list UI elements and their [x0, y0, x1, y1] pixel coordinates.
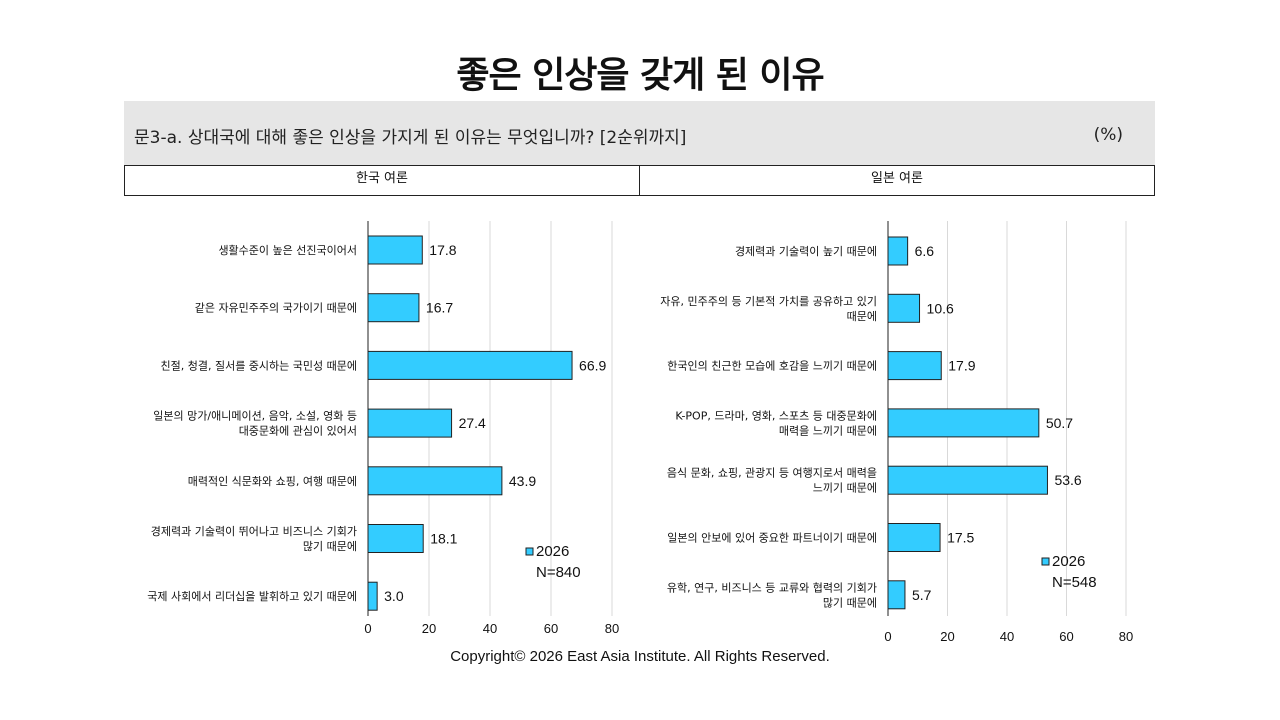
- korea-tick-label: 20: [422, 621, 436, 636]
- japan-category-label: 일본의 안보에 있어 중요한 파트너이기 때문에: [667, 531, 877, 545]
- japan-value-label: 10.6: [927, 300, 954, 316]
- copyright-notice: Copyright© 2026 East Asia Institute. All…: [450, 648, 830, 665]
- panel-header-japan: 일본 여론: [639, 166, 1154, 195]
- korea-tick-label: 0: [364, 621, 371, 636]
- japan-bar: [887, 351, 942, 381]
- japan-legend-series: 2026: [1052, 553, 1085, 570]
- korea-category-label: 일본의 망가/애니메이션, 음악, 소설, 영화 등 대중문화에 관심이 있어서: [153, 409, 357, 438]
- japan-value-label: 53.6: [1054, 472, 1081, 488]
- korea-category-label: 경제력과 기술력이 뛰어나고 비즈니스 기회가 많기 때문에: [151, 525, 357, 553]
- japan-tick-label: 20: [940, 629, 954, 644]
- korea-tick-label: 60: [544, 621, 558, 636]
- korea-tick-label: 40: [483, 621, 497, 636]
- korea-category-label: 매력적인 식문화와 쇼핑, 여행 때문에: [188, 475, 357, 488]
- korea-bar: [367, 466, 503, 496]
- japan-value-label: 6.6: [915, 243, 935, 259]
- page-title: 좋은 인상을 갖게 된 이유: [456, 55, 824, 96]
- korea-value-label: 43.9: [509, 473, 536, 489]
- japan-bar: [887, 465, 1048, 495]
- panel-header-row: 한국 여론 일본 여론: [124, 165, 1155, 196]
- korea-tick-label: 80: [605, 621, 619, 636]
- korea-category-label: 친절, 청결, 질서를 중시하는 국민성 때문에: [160, 358, 357, 372]
- korea-category-label: 국제 사회에서 리더십을 발휘하고 있기 때문에: [147, 589, 357, 603]
- japan-legend-n: N=548: [1052, 574, 1097, 591]
- korea-value-label: 27.4: [459, 415, 486, 431]
- korea-category-label: 생활수준이 높은 선진국이어서: [218, 243, 357, 257]
- korea-legend-series: 2026: [536, 543, 569, 560]
- japan-tick-label: 0: [884, 629, 891, 644]
- japan-category-label: 자유, 민주주의 등 기본적 가치를 공유하고 있기 때문에: [660, 294, 877, 323]
- japan-bar: [887, 236, 909, 266]
- japan-bar: [887, 293, 921, 323]
- japan-bar: [887, 523, 941, 552]
- japan-tick-label: 40: [1000, 629, 1014, 644]
- japan-category-label: 음식 문화, 쇼핑, 관광지 등 여행지로서 매력을 느끼기 때문에: [667, 467, 877, 495]
- unit-label: (%): [1093, 125, 1123, 145]
- japan-category-label: K-POP, 드라마, 영화, 스포츠 등 대중문화에 매력을 느끼기 때문에: [675, 409, 877, 437]
- korea-value-label: 66.9: [579, 357, 606, 373]
- korea-value-label: 3.0: [384, 588, 404, 604]
- korea-value-label: 16.7: [426, 300, 453, 316]
- japan-value-label: 17.5: [947, 530, 974, 546]
- japan-tick-label: 60: [1059, 629, 1073, 644]
- japan-value-label: 17.9: [948, 358, 975, 374]
- korea-value-label: 17.8: [429, 242, 456, 258]
- japan-bar: [887, 580, 906, 610]
- korea-bar: [367, 408, 453, 438]
- japan-value-label: 50.7: [1046, 415, 1073, 431]
- japan-value-label: 5.7: [912, 587, 932, 603]
- korea-bar: [367, 350, 573, 380]
- japan-category-label: 한국인의 친근한 모습에 호감을 느끼기 때문에: [667, 360, 877, 373]
- korea-legend-swatch: [525, 547, 534, 556]
- korea-category-label: 같은 자유민주주의 국가이기 때문에: [195, 302, 357, 315]
- korea-bar: [367, 581, 378, 611]
- japan-tick-label: 80: [1119, 629, 1133, 644]
- japan-category-label: 경제력과 기술력이 높기 때문에: [735, 245, 877, 258]
- korea-bar: [367, 524, 424, 553]
- question-bar: 문3-a. 상대국에 대해 좋은 인상을 가지게 된 이유는 무엇입니까? [2…: [124, 101, 1155, 165]
- question-text: 문3-a. 상대국에 대해 좋은 인상을 가지게 된 이유는 무엇입니까? [2…: [134, 128, 687, 148]
- korea-value-label: 18.1: [430, 531, 457, 547]
- japan-legend-swatch: [1041, 557, 1050, 566]
- korea-bar: [367, 293, 420, 323]
- korea-bar: [367, 235, 423, 265]
- japan-category-label: 유학, 연구, 비즈니스 등 교류와 협력의 기회가 많기 때문에: [667, 581, 877, 609]
- japan-bar: [887, 408, 1040, 438]
- panel-header-korea: 한국 여론: [356, 171, 408, 186]
- korea-legend-n: N=840: [536, 564, 581, 581]
